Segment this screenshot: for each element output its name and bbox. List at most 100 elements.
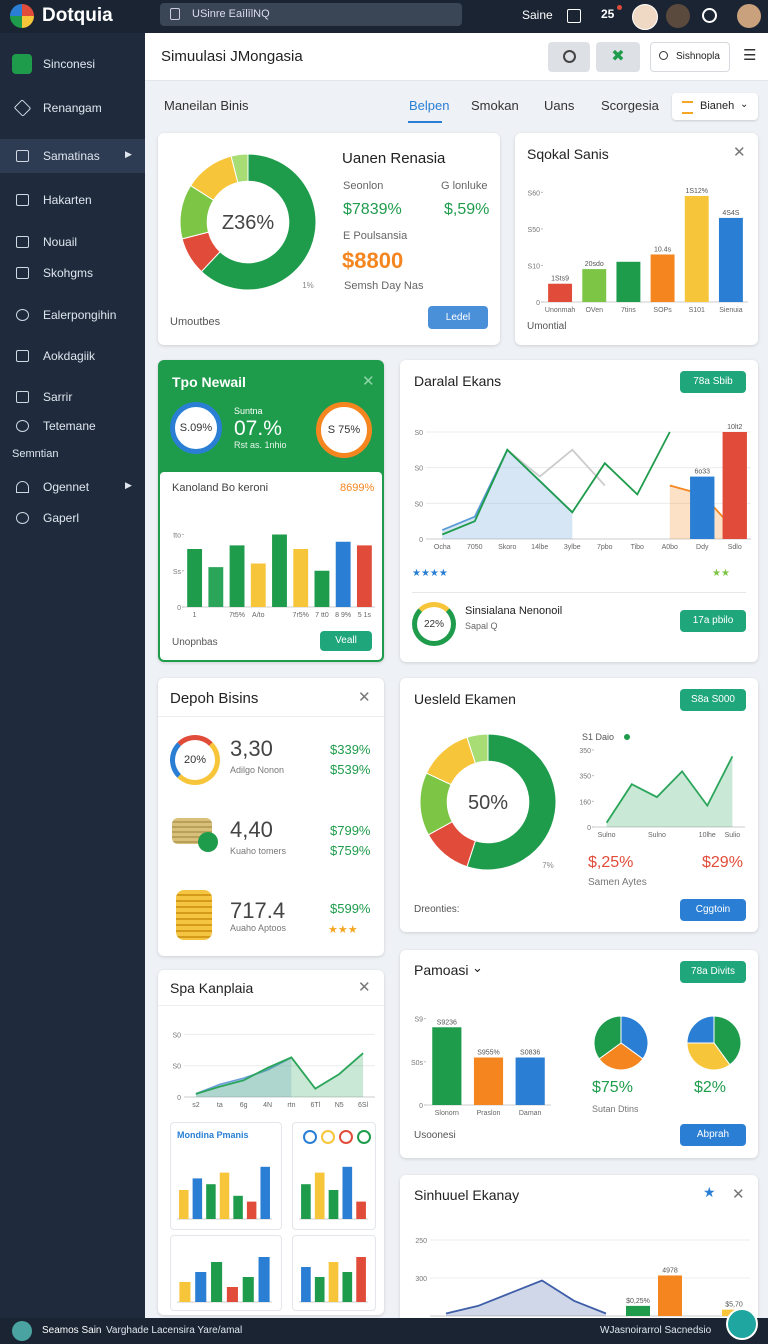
edit-icon[interactable] [567, 9, 581, 23]
nav-item[interactable]: Ogennet [43, 480, 90, 494]
mini-bar-chart [177, 1257, 272, 1303]
bar-label: 1S12% [685, 188, 708, 195]
nav-item[interactable]: Ealerpongihin [43, 308, 117, 322]
y-tick-label: S50 [528, 227, 541, 234]
icon [357, 1130, 371, 1144]
legend: S1 Daio [582, 732, 615, 742]
label: Kuaho tomers [230, 846, 287, 856]
pie-slice [466, 733, 557, 871]
tab[interactable]: Belpen [409, 98, 450, 113]
pie-slice [230, 153, 249, 184]
nav-item[interactable]: Skohgms [43, 266, 94, 280]
card-footer: Umontial [527, 321, 567, 332]
rating: ★★★★ [412, 568, 448, 579]
bar [356, 545, 372, 607]
card-title: Uanen Renasia [342, 150, 446, 167]
y-tick-label: S0 [172, 1064, 181, 1071]
arrow: ▶ [125, 480, 132, 490]
card: Spa Kanplaia ✕ 0 S0 S0 s2 ta 6g 4N rtn 6Tl N5 6Sl … [158, 970, 384, 1315]
top-bar: Dotquia USinre EaīlīlNQ Saine 25 [0, 0, 768, 33]
badge[interactable]: 25 [601, 7, 615, 21]
label: Auaho Aptoos [230, 923, 287, 933]
fab[interactable] [726, 1308, 758, 1340]
card: Tpo Newail ✕ S.09% Suntna 07.% Rst as. 1… [158, 360, 384, 662]
avatar[interactable] [632, 4, 658, 30]
tab[interactable]: Scorgesia [601, 98, 659, 113]
button[interactable]: S8a S000 [680, 689, 746, 711]
tab[interactable]: Smokan [471, 98, 519, 113]
icon [12, 54, 32, 74]
y-tick-label: 250 [415, 1238, 427, 1245]
button[interactable]: 78a Sbib [680, 371, 746, 393]
nav-item[interactable]: Sarrir [43, 390, 73, 404]
close-icon[interactable]: ✕ [358, 689, 371, 706]
nav-item[interactable]: Hakarten [43, 193, 92, 207]
rating: ★★★ [328, 924, 358, 936]
bar-chart: 0 S0s S9 Slonorn Praslon Daman S9236 S955% S0836 [411, 1017, 551, 1117]
bar-chart: 0 Ss tto 1 7t5% A/to 7r5% 7 tt0 8 9% 5 1s [173, 533, 375, 619]
card-title: Tpo Newail [172, 374, 246, 390]
bar [718, 217, 743, 302]
nav-item[interactable]: Samatinas [43, 149, 100, 163]
ring: 20% [170, 735, 220, 785]
nav-item[interactable]: Aokdagiik [43, 349, 96, 363]
icon [16, 194, 29, 206]
close-icon[interactable]: ✕ [358, 979, 371, 996]
button[interactable]: Abprah [680, 1124, 746, 1146]
area-fill [606, 756, 733, 827]
y-tick-label: 0 [419, 537, 423, 544]
search-icon[interactable] [702, 8, 717, 23]
x-tick-label: A0bo [662, 544, 678, 551]
x-tick-label: 6Sl [358, 1102, 369, 1109]
close-icon[interactable]: ✕ [362, 373, 375, 390]
nav-item[interactable]: Tetemane [43, 419, 96, 433]
subtitle: Kanoland Bo keroni [172, 482, 269, 494]
header-button[interactable]: Sishnopla [650, 42, 730, 72]
bar-label: $5,70 [725, 1302, 743, 1309]
avatar[interactable] [737, 4, 761, 28]
avatar[interactable] [666, 4, 690, 28]
y-tick-label: S0 [414, 466, 423, 473]
dropdown-label: Bianeh [700, 100, 735, 112]
value: 4,40 [230, 817, 273, 842]
bar [328, 1262, 339, 1302]
annotation: 1% [302, 281, 314, 290]
nav-item[interactable]: Nouail [43, 235, 78, 249]
button[interactable]: Veall [320, 631, 372, 651]
icon [16, 420, 29, 432]
lock-icon [170, 8, 180, 20]
nav-item[interactable]: Gaperl [43, 511, 80, 525]
button[interactable]: Cggtoin [680, 899, 746, 921]
bar-label: S955% [477, 1050, 500, 1057]
close-button[interactable]: ✖ [596, 42, 640, 72]
nav-item[interactable]: Sinconesi [43, 57, 96, 71]
dropdown[interactable]: Bianeh ⌄ [672, 93, 758, 120]
menu-icon[interactable]: ☰ [743, 47, 757, 64]
card-title: Pamoasi [414, 962, 469, 978]
tab[interactable]: Uans [544, 98, 575, 113]
caret[interactable]: ⌄ [472, 960, 483, 975]
icon [16, 350, 29, 362]
rating: ★★ [712, 568, 730, 579]
big-value: 07.% [234, 417, 282, 440]
x-tick-label: Sulio [725, 832, 741, 839]
user-name[interactable]: Saine [522, 8, 553, 22]
button[interactable]: 17a pbilo [680, 610, 746, 632]
nav-item[interactable]: Renangam [43, 101, 102, 115]
y-tick-label: S0 [414, 430, 423, 437]
stat: $75% [592, 1079, 633, 1096]
bar [548, 283, 573, 302]
star-icon[interactable]: ★ [703, 1184, 716, 1200]
button[interactable]: 78a Divits [680, 961, 746, 983]
bar [335, 541, 351, 607]
button[interactable]: Ledel [428, 306, 488, 329]
close-icon[interactable]: ✕ [733, 144, 746, 161]
x-tick-label: 8 9% [335, 612, 351, 619]
legend-dot [624, 734, 630, 740]
bar [242, 1277, 254, 1302]
search-box[interactable]: USinre EaīlīlNQ [160, 3, 462, 26]
bar-label: 1Sts9 [551, 276, 569, 283]
pie-slice [686, 1042, 731, 1071]
close-icon[interactable]: ✕ [732, 1186, 745, 1203]
x-tick-label: OVen [585, 307, 603, 314]
